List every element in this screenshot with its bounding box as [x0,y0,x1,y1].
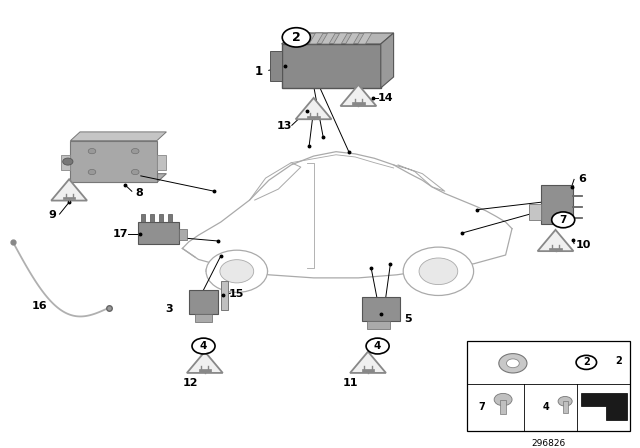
Polygon shape [333,33,348,44]
Circle shape [192,338,215,354]
Bar [270,51,282,82]
Polygon shape [358,33,372,44]
Polygon shape [309,33,323,44]
Polygon shape [346,33,360,44]
Bar [221,281,228,310]
Text: 4: 4 [542,402,549,413]
Polygon shape [381,33,394,88]
Text: 1: 1 [255,65,263,78]
Text: 15: 15 [229,289,244,299]
Text: 2: 2 [616,357,622,366]
Text: 13: 13 [277,121,292,131]
Bar [150,214,154,222]
Polygon shape [321,33,335,44]
Text: 3: 3 [166,304,173,314]
Bar [141,214,145,222]
Text: 296826: 296826 [532,439,566,448]
Bar [307,116,320,118]
Text: 14: 14 [378,93,393,103]
Circle shape [552,212,575,228]
Bar [198,369,211,372]
Polygon shape [581,393,627,420]
Circle shape [63,158,73,165]
Polygon shape [350,352,386,373]
Bar [63,197,76,199]
Bar [189,290,218,314]
Polygon shape [51,179,87,201]
Polygon shape [538,230,573,251]
Bar [61,155,70,170]
Bar [168,214,172,222]
Bar [138,222,179,244]
Text: 9: 9 [49,210,56,220]
Bar [362,297,400,321]
Circle shape [419,258,458,284]
Bar [367,321,390,329]
Text: 8: 8 [136,188,143,198]
Circle shape [131,148,139,154]
Circle shape [366,338,389,354]
FancyBboxPatch shape [282,44,381,88]
Bar [529,204,541,220]
Bar [563,401,568,413]
Text: 11: 11 [343,378,358,388]
Circle shape [206,250,268,293]
Polygon shape [285,33,299,44]
Circle shape [494,393,512,406]
Circle shape [220,260,253,283]
Polygon shape [296,98,332,119]
Bar [157,155,166,170]
Bar [467,341,630,431]
Circle shape [403,247,474,296]
Text: 2: 2 [583,358,589,367]
Circle shape [88,169,96,175]
Circle shape [131,169,139,175]
Polygon shape [340,85,376,106]
Polygon shape [282,33,394,44]
Bar [159,214,163,222]
Bar [195,314,212,322]
Text: 16: 16 [32,301,47,310]
Circle shape [576,355,596,370]
Text: 7: 7 [559,215,567,225]
Text: 5: 5 [404,314,412,324]
Polygon shape [70,132,166,141]
Text: 6: 6 [579,174,586,184]
Text: 17: 17 [113,229,128,239]
Text: 4: 4 [374,341,381,351]
Text: 10: 10 [576,240,591,250]
Circle shape [499,353,527,373]
Polygon shape [70,174,166,182]
Bar [549,248,562,250]
Bar [362,369,374,372]
Bar [179,228,187,240]
Bar [352,103,365,105]
Text: 12: 12 [183,378,198,388]
Polygon shape [297,33,311,44]
Circle shape [558,396,572,406]
Bar [500,400,506,414]
Text: 7: 7 [479,402,485,413]
Circle shape [506,359,519,368]
Polygon shape [187,352,223,373]
Text: 2: 2 [292,31,301,44]
Text: 4: 4 [200,341,207,351]
Bar [541,185,573,224]
Bar [70,141,157,182]
Circle shape [282,28,310,47]
Circle shape [88,148,96,154]
